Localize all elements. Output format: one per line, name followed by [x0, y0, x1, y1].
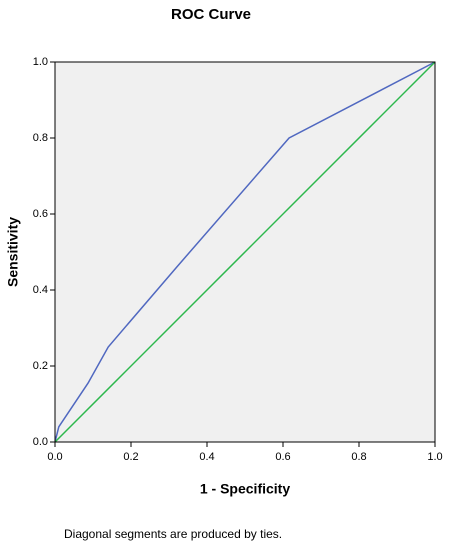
- x-tick-label: 0.8: [351, 451, 366, 463]
- x-tick-label: 0.0: [47, 451, 62, 463]
- x-tick-label: 1.0: [427, 451, 442, 463]
- line: [54, 61, 436, 443]
- x-tick-label: 0.4: [199, 451, 214, 463]
- y-tick-label: 0.4: [33, 284, 48, 296]
- x-tick-label: 0.2: [123, 451, 138, 463]
- y-tick-label: 0.8: [33, 132, 48, 144]
- plot-border: [54, 61, 436, 443]
- x-axis-label: 1 - Specificity: [200, 481, 290, 497]
- y-tick-label: 0.6: [33, 208, 48, 220]
- y-axis-label: Sensitivity: [5, 217, 21, 287]
- x-tick-label: 0.6: [275, 451, 290, 463]
- y-tick-label: 0.2: [33, 360, 48, 372]
- footnote: Diagonal segments are produced by ties.: [64, 527, 282, 541]
- chart-title: ROC Curve: [171, 6, 251, 23]
- y-tick-label: 0.0: [33, 436, 48, 448]
- line: [54, 61, 436, 443]
- y-tick-label: 1.0: [33, 56, 48, 68]
